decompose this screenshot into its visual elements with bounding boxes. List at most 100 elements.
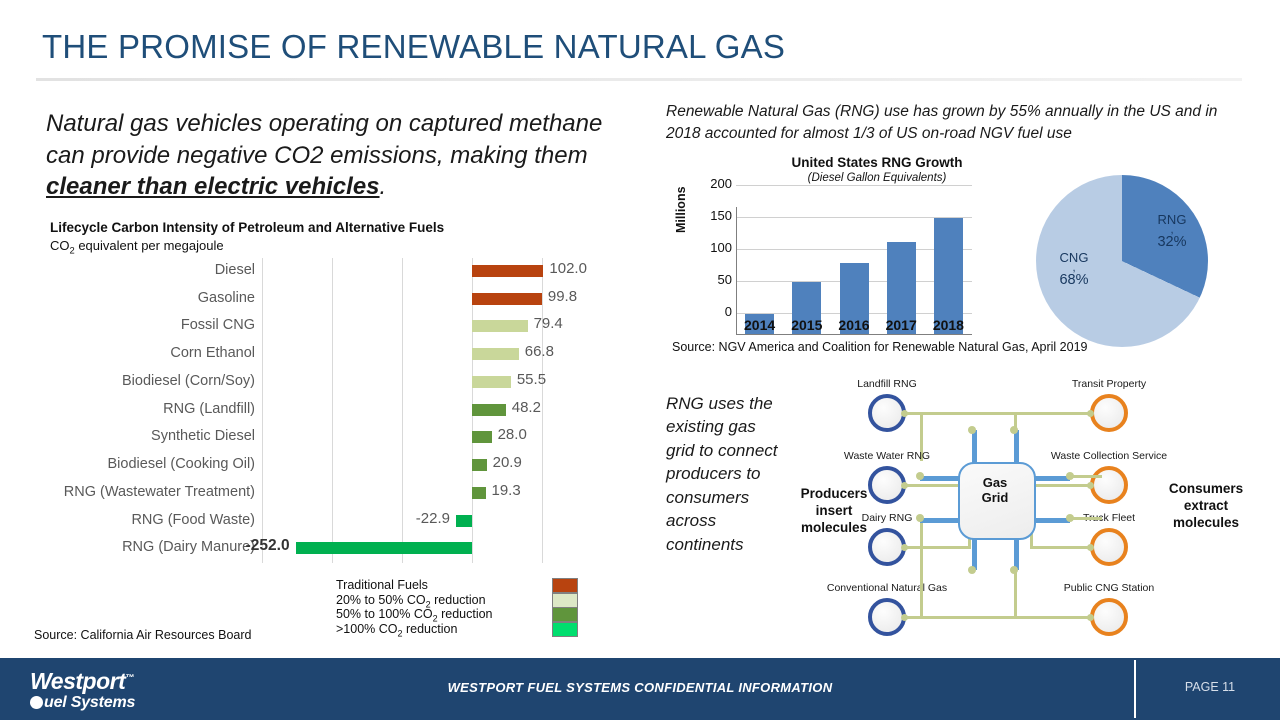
- connector-line: [1070, 517, 1102, 520]
- gridline: [542, 258, 543, 563]
- legend-swatch: [552, 607, 578, 622]
- gridline: [736, 249, 972, 250]
- bar-category-label: RNG (Dairy Manure): [122, 539, 255, 556]
- bar-chart-row: Biodiesel (Corn/Soy) 55.5: [30, 369, 575, 397]
- bar: [472, 459, 487, 472]
- bar-chart-row: Biodiesel (Cooking Oil) 20.9: [30, 452, 575, 480]
- gridline: [736, 217, 972, 218]
- legend-label: >100% CO2 reduction: [336, 621, 458, 639]
- y-axis: [736, 207, 737, 335]
- logo-trademark-icon: ™: [125, 672, 134, 683]
- column-bar: [792, 281, 822, 334]
- lifecycle-carbon-intensity-chart: Diesel 102.0 Gasoline 99.8 Fossil CNG 79.4 Cor…: [30, 258, 587, 563]
- bar-value-label: 48.2: [511, 398, 541, 416]
- bar-category-label: Biodiesel (Corn/Soy): [122, 372, 255, 389]
- bar-value-label: 66.8: [524, 343, 554, 361]
- gas-grid-label: Gas Grid: [958, 475, 1032, 506]
- bar-chart-row: RNG (Food Waste) -22.9: [30, 508, 575, 536]
- bar-chart-row: RNG (Dairy Manure) -252.0: [30, 535, 575, 563]
- connector-line: [920, 518, 923, 617]
- gas-grid-label-line1: Gas: [982, 475, 1008, 490]
- connector-line: [904, 546, 970, 549]
- pie-label-cng-comma: ,: [1072, 261, 1076, 274]
- westport-logo: Westport™ uel Systems: [30, 670, 135, 712]
- x-axis-tick: 2017: [885, 317, 917, 333]
- producer-label: Landfill RNG: [857, 378, 917, 390]
- legend-label: Traditional Fuels: [336, 578, 428, 592]
- pie-label-rng: RNG , 32%: [1144, 213, 1200, 250]
- connector-line: [920, 413, 923, 461]
- growth-chart-subtitle: (Diesel Gallon Equivalents): [807, 172, 947, 184]
- gas-grid-label-line2: Grid: [981, 489, 1009, 505]
- producer-label: Waste Water RNG: [843, 450, 931, 462]
- pie-label-cng-name: CNG: [1059, 250, 1089, 265]
- bar-chart-legend: Traditional Fuels 20% to 50% CO2 reductio…: [336, 578, 578, 639]
- producer-label: Dairy RNG: [861, 512, 913, 524]
- column-bar: [886, 242, 916, 334]
- gridline: [736, 185, 972, 186]
- left-source-note: Source: California Air Resources Board: [34, 628, 252, 642]
- bar: [472, 375, 511, 388]
- connector-line: [1030, 546, 1090, 549]
- connector-node: [900, 613, 908, 621]
- connector-line: [904, 616, 1014, 619]
- producer-label: Conventional Natural Gas: [826, 582, 948, 594]
- consumer-node[interactable]: [1090, 598, 1128, 636]
- right-lead-text: Renewable Natural Gas (RNG) use has grow…: [666, 103, 1218, 142]
- bar-value-label: 102.0: [549, 260, 587, 277]
- legend-swatch: [552, 621, 578, 637]
- column-bar: [745, 313, 775, 334]
- bar-category-label: Synthetic Diesel: [151, 428, 255, 445]
- pie-label-cng: CNG , 68%: [1046, 251, 1102, 288]
- bar-chart-row: RNG (Landfill) 48.2: [30, 397, 575, 425]
- connector-node: [1086, 613, 1094, 621]
- pie-graphic: [1036, 175, 1208, 347]
- grid-junction: [916, 472, 924, 480]
- grid-junction: [1010, 566, 1018, 574]
- pie-label-rng-name: RNG: [1157, 212, 1187, 227]
- bar-value-label: 79.4: [533, 315, 563, 333]
- legend-row: 50% to 100% CO2 reduction: [336, 607, 578, 624]
- legend-row: Traditional Fuels: [336, 578, 578, 593]
- connector-node: [900, 481, 908, 489]
- bar-value-label: 99.8: [547, 287, 578, 305]
- bar: [472, 486, 486, 499]
- logo-swoosh-icon: [30, 696, 43, 709]
- logo-line2: uel Systems: [30, 694, 135, 712]
- network-lead-text: RNG uses the existing gas grid to connec…: [666, 394, 778, 554]
- subtitle-pre: CO: [50, 238, 70, 253]
- bar-category-label: RNG (Food Waste): [131, 511, 255, 528]
- bar-chart-row: Diesel 102.0: [30, 258, 587, 286]
- title-divider: [36, 78, 1242, 81]
- consumer-node[interactable]: [1090, 528, 1128, 566]
- y-axis-tick: 0: [724, 304, 732, 319]
- connector-line: [1014, 412, 1090, 415]
- y-axis-tick: 50: [717, 272, 732, 287]
- y-axis-tick: 100: [710, 240, 732, 255]
- consumer-node[interactable]: [1090, 466, 1128, 504]
- bar-chart-row: Corn Ethanol 66.8: [30, 341, 575, 369]
- bar-chart-row: Fossil CNG 79.4: [30, 313, 575, 341]
- bar-value-label: 19.3: [491, 481, 521, 499]
- bar: [295, 542, 472, 555]
- bar-chart-row: Gasoline 99.8: [30, 286, 578, 314]
- logo-line1: Westport™: [30, 670, 135, 693]
- bar: [472, 431, 492, 444]
- left-lead-part1: Natural gas vehicles operating on captur…: [46, 110, 603, 169]
- connector-line: [1014, 616, 1090, 619]
- bar-value-label: 28.0: [497, 426, 527, 444]
- left-lead-text: Natural gas vehicles operating on captur…: [46, 108, 646, 203]
- footer-divider: [1134, 660, 1136, 718]
- producer-node[interactable]: [868, 466, 906, 504]
- grid-junction: [968, 566, 976, 574]
- footer-confidential-text: WESTPORT FUEL SYSTEMS CONFIDENTIAL INFOR…: [447, 680, 833, 695]
- bar-category-label: Corn Ethanol: [170, 345, 255, 362]
- consumer-label: Transit Property: [1071, 378, 1147, 390]
- pie-label-rng-comma: ,: [1170, 223, 1174, 236]
- bar-chart-title: Lifecycle Carbon Intensity of Petroleum …: [50, 220, 445, 235]
- logo-word: Westport: [30, 668, 126, 694]
- grid-junction: [1066, 514, 1074, 522]
- bar-chart-subtitle: CO2 equivalent per megajoule: [50, 238, 224, 256]
- consumer-node[interactable]: [1090, 394, 1128, 432]
